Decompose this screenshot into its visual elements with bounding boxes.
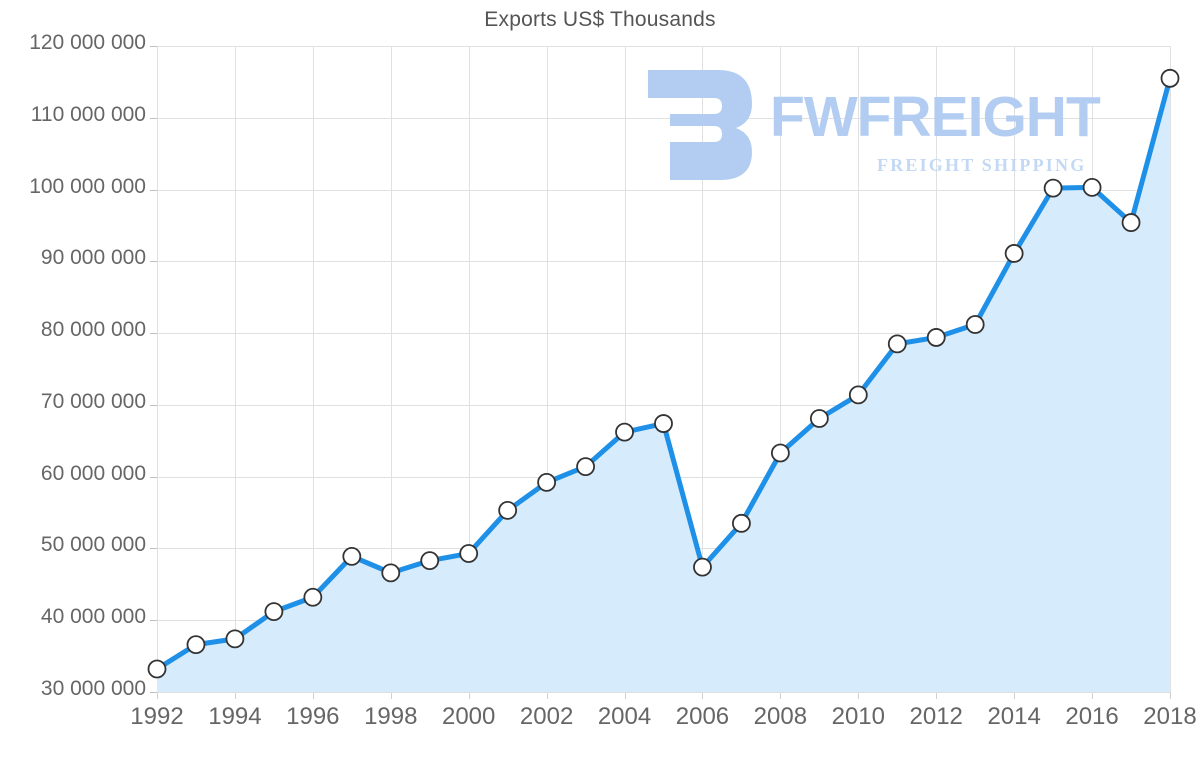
data-point-marker[interactable] (1160, 68, 1180, 88)
x-tick-label: 2016 (1065, 703, 1119, 730)
gridline-vertical (546, 46, 548, 692)
x-tick-mark (312, 692, 314, 699)
x-tick-label: 1998 (364, 703, 418, 730)
gridline-horizontal (157, 404, 1170, 406)
x-tick-mark (390, 692, 392, 699)
data-point-marker[interactable] (1121, 213, 1141, 232)
gridline-vertical (468, 46, 470, 692)
x-tick-mark (780, 692, 782, 699)
gridline-horizontal (157, 189, 1170, 191)
y-tick-mark (150, 404, 157, 406)
y-tick-mark (150, 46, 157, 47)
y-tick-label: 100 000 000 (29, 174, 146, 198)
data-point-marker[interactable] (498, 500, 518, 520)
gridline-horizontal (157, 692, 1170, 693)
gridline-vertical (1170, 46, 1171, 692)
data-point-marker[interactable] (459, 544, 479, 563)
y-tick-label: 60 000 000 (40, 461, 146, 485)
data-point-marker[interactable] (303, 587, 323, 607)
y-tick-label: 50 000 000 (40, 533, 146, 557)
data-point-marker[interactable] (186, 635, 206, 655)
x-tick-label: 2004 (597, 703, 652, 730)
data-point-marker[interactable] (225, 629, 245, 649)
gridline-vertical (312, 46, 314, 692)
y-tick-mark (150, 117, 157, 119)
data-point-marker[interactable] (926, 328, 946, 347)
data-point-marker[interactable] (848, 385, 868, 405)
gridline-vertical (780, 46, 782, 692)
x-tick-mark (858, 692, 860, 699)
data-point-marker[interactable] (1082, 177, 1102, 197)
data-point-marker[interactable] (576, 457, 595, 477)
x-tick-label: 2006 (675, 703, 730, 730)
data-point-marker[interactable] (965, 315, 985, 334)
data-point-marker[interactable] (1043, 178, 1063, 198)
x-tick-label: 2010 (831, 703, 885, 730)
y-tick-mark (150, 548, 157, 550)
x-tick-label: 2000 (441, 703, 496, 730)
x-tick-mark (624, 692, 626, 699)
series-markers (147, 68, 1180, 679)
x-tick-mark (157, 692, 158, 699)
y-tick-label: 70 000 000 (40, 389, 146, 413)
x-tick-label: 2008 (753, 703, 808, 730)
x-tick-label: 1996 (286, 703, 340, 730)
gridline-horizontal (157, 333, 1170, 335)
plot-area (147, 46, 1180, 693)
x-tick-mark (468, 692, 470, 699)
x-tick-mark (546, 692, 548, 699)
x-tick-mark (234, 692, 236, 699)
data-point-marker[interactable] (732, 513, 751, 533)
y-tick-mark (150, 261, 157, 263)
x-tick-mark (1170, 692, 1171, 699)
data-point-marker[interactable] (537, 473, 557, 492)
gridline-vertical (624, 46, 626, 692)
x-tick-mark (1014, 692, 1016, 699)
y-tick-mark (150, 189, 157, 191)
x-tick-label: 2018 (1143, 703, 1197, 730)
gridline-vertical (858, 46, 860, 692)
y-tick-label: 90 000 000 (40, 246, 146, 270)
y-tick-label: 120 000 000 (29, 31, 146, 54)
y-tick-mark (150, 333, 157, 335)
y-tick-label: 110 000 000 (30, 102, 146, 126)
x-tick-label: 1994 (208, 703, 262, 730)
gridline-vertical (157, 46, 158, 692)
x-tick-mark (702, 692, 704, 699)
gridline-vertical (234, 46, 236, 692)
chart-title: Exports US$ Thousands (484, 8, 716, 31)
y-tick-label: 30 000 000 (40, 677, 146, 700)
y-tick-mark (150, 476, 157, 478)
data-point-marker[interactable] (420, 551, 440, 571)
x-tick-label: 2012 (909, 703, 963, 730)
y-tick-mark (150, 620, 157, 622)
data-point-marker[interactable] (887, 334, 907, 354)
gridline-vertical (390, 46, 392, 692)
data-point-marker[interactable] (615, 422, 634, 442)
data-point-marker[interactable] (264, 602, 284, 622)
x-tick-label: 2014 (987, 703, 1041, 730)
exports-series (147, 68, 1180, 693)
data-point-marker[interactable] (342, 546, 362, 566)
series-area-fill (157, 78, 1170, 693)
x-tick-label: 2002 (519, 703, 574, 730)
gridline-vertical (702, 46, 704, 692)
y-tick-mark (150, 692, 157, 693)
data-point-marker[interactable] (809, 409, 829, 428)
y-tick-label: 40 000 000 (40, 605, 146, 629)
gridline-horizontal (157, 46, 1170, 47)
data-point-marker[interactable] (147, 659, 167, 679)
x-tick-label: 1992 (130, 703, 184, 730)
data-point-marker[interactable] (770, 443, 790, 463)
gridline-horizontal (157, 261, 1170, 263)
data-point-marker[interactable] (381, 563, 401, 583)
data-point-marker[interactable] (693, 557, 712, 577)
data-point-marker[interactable] (1004, 244, 1024, 263)
x-tick-mark (1092, 692, 1094, 699)
y-tick-label: 80 000 000 (40, 318, 146, 342)
x-tick-mark (936, 692, 938, 699)
data-point-marker[interactable] (654, 414, 673, 433)
